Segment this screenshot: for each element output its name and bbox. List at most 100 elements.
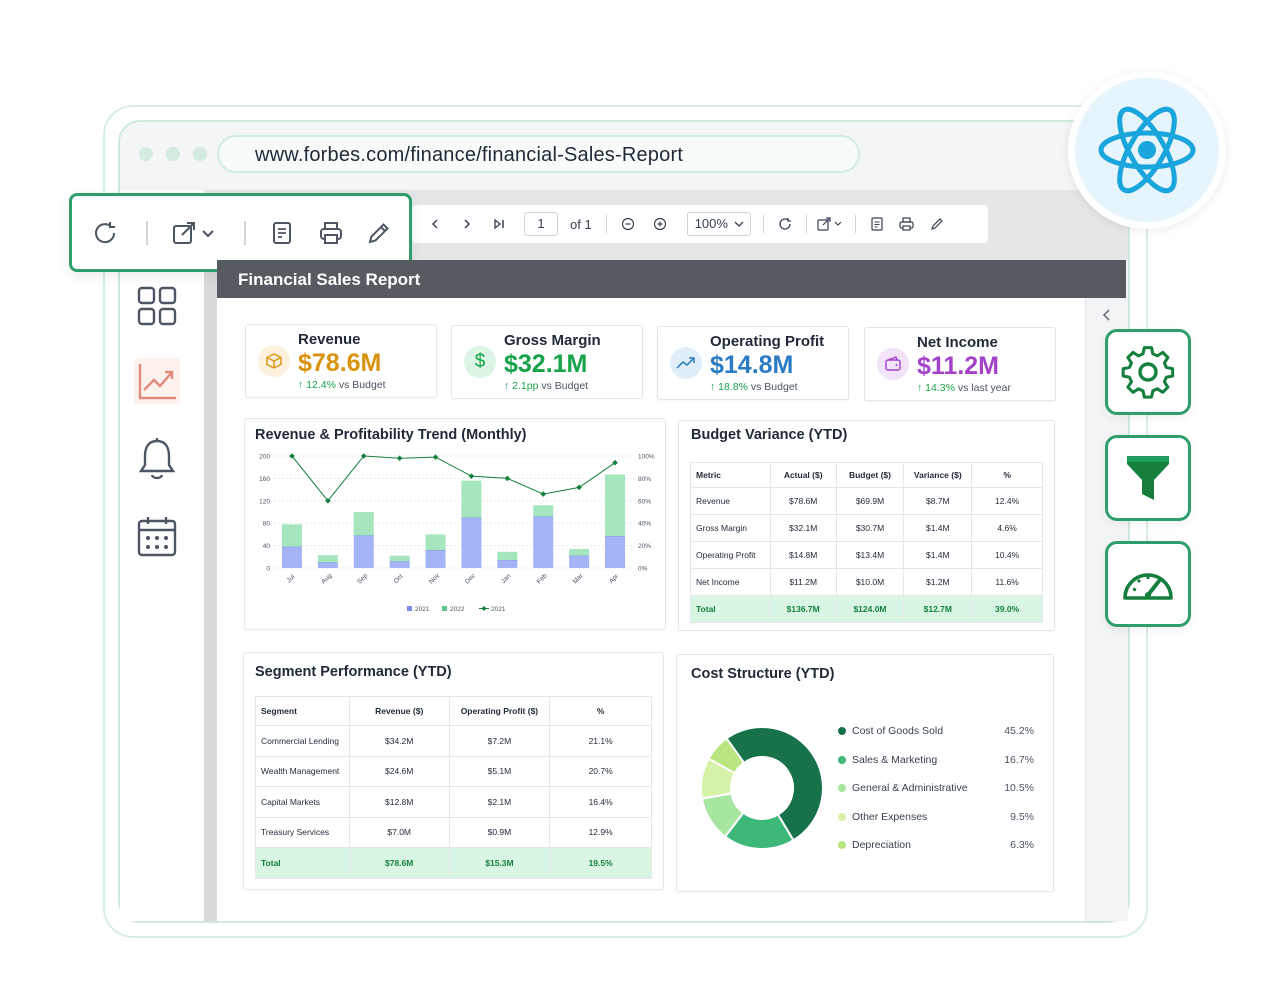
zoom-in-icon[interactable] [645, 209, 675, 239]
table-cell: Treasury Services [255, 816, 350, 848]
legend-item: Cost of Goods Sold 45.2% [838, 725, 1034, 737]
table-cell: 19.5% [549, 847, 652, 879]
x-tick-label: Aug [320, 572, 333, 585]
legend-percent: 16.7% [1004, 753, 1034, 766]
table-total-row: Total $78.6M $15.3M 19.5% [255, 847, 652, 879]
legend-swatch [407, 606, 412, 611]
table-cell: 10.4% [971, 541, 1043, 569]
bar-2021 [317, 562, 338, 568]
legend-label: Sales & Marketing [852, 753, 938, 766]
legend-percent: 9.5% [1010, 810, 1034, 823]
bar-2022 [497, 551, 518, 561]
refresh-icon[interactable] [770, 209, 800, 239]
line-point [540, 491, 547, 497]
table-cell: 11.6% [971, 568, 1043, 596]
segment-performance-panel: Segment Performance (YTD) Segment Revenue… [243, 652, 664, 890]
document-icon[interactable] [272, 221, 292, 245]
kpi-card-gross-margin: $ Gross Margin $32.1M ↑ 2.1pp vs Budget [451, 325, 643, 399]
document-icon[interactable] [862, 209, 892, 239]
kpi-card-operating-profit: Operating Profit $14.8M ↑ 18.8% vs Budge… [657, 326, 849, 400]
edit-icon[interactable] [922, 209, 952, 239]
export-icon[interactable] [813, 209, 849, 239]
calendar-icon[interactable] [134, 514, 180, 560]
export-icon[interactable] [172, 220, 218, 246]
bar-2021 [569, 555, 590, 568]
line-point [396, 455, 403, 462]
kpi-note: ↑ 2.1pp vs Budget [504, 380, 589, 392]
segment-table: Segment Revenue ($) Operating Profit ($)% … [255, 696, 652, 879]
toolbar-divider [854, 215, 856, 233]
gear-icon [1121, 346, 1175, 399]
table-cell: Gross Margin [690, 514, 771, 542]
chevron-left-icon[interactable] [420, 209, 450, 239]
print-icon[interactable] [892, 209, 922, 239]
zoom-select[interactable]: 100% [686, 212, 751, 236]
legend-label: Other Expenses [852, 810, 928, 823]
kpi-value: $14.8M [710, 351, 794, 379]
chevron-right-icon[interactable] [452, 209, 482, 239]
edit-icon[interactable] [367, 221, 391, 245]
table-header-row: Metric Actual ($) Budget ($) Variance ($)% [690, 462, 1043, 488]
legend-item: Sales & Marketing 16.7% [838, 754, 1034, 766]
table-cell: $10.0M [835, 568, 905, 596]
kpi-note: ↑ 14.3% vs last year [917, 382, 1011, 394]
react-logo-badge [1068, 71, 1226, 229]
table-cell: $8.7M [903, 487, 973, 515]
analytics-chart-icon[interactable] [134, 358, 180, 404]
table-cell: Total [255, 847, 350, 879]
table-cell: $14.8M [769, 541, 837, 569]
dashboard-gauge-button[interactable] [1105, 541, 1191, 627]
kpi-card-revenue: Revenue $78.6M ↑ 12.4% vs Budget [245, 324, 437, 398]
bar-2021 [605, 536, 626, 568]
kpi-title: Revenue [298, 331, 361, 348]
settings-button[interactable] [1105, 329, 1191, 415]
legend-item: Other Expenses 9.5% [838, 811, 1034, 823]
kpi-suffix: vs Budget [541, 380, 589, 392]
legend-swatch [442, 606, 447, 611]
box-icon [258, 345, 290, 377]
filter-button[interactable] [1105, 435, 1191, 521]
kpi-value: $11.2M [917, 352, 1000, 380]
address-bar[interactable]: www.forbes.com/finance/financial-Sales-R… [217, 135, 860, 173]
x-tick-label: Jul [285, 573, 296, 584]
document-title-bar: Financial Sales Report [217, 260, 1126, 298]
table-cell: Net Income [690, 568, 771, 596]
page-number-input[interactable]: 1 [524, 212, 558, 236]
window-dot [193, 147, 207, 161]
bar-2022 [461, 480, 482, 518]
dollar-icon: $ [464, 346, 496, 378]
table-cell: 16.4% [549, 786, 652, 818]
bar-2021 [461, 517, 482, 568]
trend-chart: 0 40 80 120 160 200 0% 20% 40% 60% 80% 100% Jul Aug Se… [259, 453, 655, 613]
table-header-cell: % [549, 696, 652, 726]
x-tick-label: Mar [572, 572, 585, 585]
refresh-icon[interactable] [92, 220, 118, 246]
last-page-icon[interactable] [484, 209, 514, 239]
print-icon[interactable] [319, 221, 343, 245]
y-tick-label: 80 [263, 521, 271, 528]
y2-tick-label: 40% [638, 521, 651, 528]
table-cell: $69.9M [835, 487, 905, 515]
table-row: Wealth Management $24.6M $5.1M 20.7% [255, 755, 652, 787]
x-tick-label: Nov [428, 572, 442, 586]
zoom-out-icon[interactable] [613, 209, 643, 239]
bell-icon[interactable] [134, 437, 180, 483]
donut-slice [725, 726, 824, 842]
table-row: Net Income $11.2M $10.0M $1.2M 11.6% [690, 568, 1043, 596]
bar-2021 [533, 516, 554, 568]
kpi-suffix: vs last year [957, 382, 1011, 394]
chevron-left-icon[interactable] [1086, 298, 1129, 334]
legend-item: General & Administrative 10.5% [838, 782, 1034, 794]
bar-2022 [353, 512, 374, 536]
bar-2022 [605, 474, 626, 537]
table-cell: Revenue [690, 487, 771, 515]
table-row: Gross Margin $32.1M $30.7M $1.4M 4.6% [690, 514, 1043, 542]
dashboard-grid-icon[interactable] [134, 283, 180, 329]
table-header-cell: Variance ($) [903, 462, 973, 488]
toolbar-divider [762, 215, 764, 233]
line-point [432, 454, 439, 460]
table-cell: $2.1M [448, 786, 551, 818]
table-header-cell: Budget ($) [835, 462, 905, 488]
table-row: Capital Markets $12.8M $2.1M 16.4% [255, 786, 652, 818]
bar-2022 [569, 548, 590, 556]
